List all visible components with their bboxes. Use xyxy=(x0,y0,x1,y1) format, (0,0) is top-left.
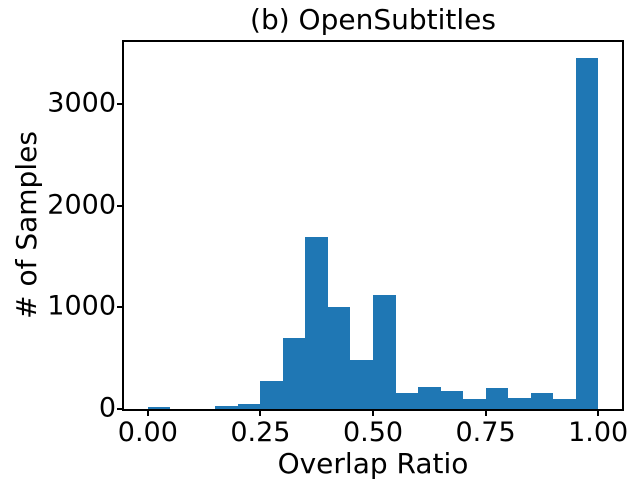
histogram-bar xyxy=(237,404,261,409)
histogram-bar xyxy=(260,380,283,409)
histogram-bar xyxy=(395,393,418,409)
histogram-bar xyxy=(530,392,554,409)
y-tick-label: 2000 xyxy=(47,189,116,221)
y-tick-label: 1000 xyxy=(47,290,116,322)
y-tick-mark xyxy=(117,306,122,309)
histogram-bar xyxy=(327,307,351,409)
histogram-bar xyxy=(147,407,171,409)
y-tick-mark xyxy=(117,408,122,410)
histogram-bar xyxy=(215,406,238,409)
histogram-bar xyxy=(440,391,464,409)
histogram-bar xyxy=(282,337,306,409)
x-tick-label: 0.50 xyxy=(342,417,404,448)
plot-area xyxy=(122,40,624,411)
y-tick-label: 0 xyxy=(98,392,116,424)
histogram-bar xyxy=(350,360,373,409)
y-tick-mark xyxy=(117,204,122,207)
y-tick-label: 3000 xyxy=(47,87,116,119)
histogram-bar xyxy=(553,398,576,409)
x-axis-label: Overlap Ratio xyxy=(277,447,469,480)
x-tick-mark xyxy=(146,411,149,416)
x-tick-mark xyxy=(259,411,262,416)
y-axis-label: # of Samples xyxy=(10,131,43,319)
x-tick-label: 0.25 xyxy=(230,417,291,448)
histogram-bar xyxy=(418,387,441,409)
histogram-bar xyxy=(485,388,509,409)
x-tick-label: 0.00 xyxy=(117,417,178,448)
histogram-bar xyxy=(373,295,396,409)
histogram-bar xyxy=(575,57,599,409)
x-tick-label: 0.75 xyxy=(455,417,516,448)
y-tick-mark xyxy=(117,103,122,105)
histogram-bar xyxy=(508,397,531,409)
histogram-bar xyxy=(305,237,328,409)
x-tick-label: 1.00 xyxy=(568,417,629,448)
histogram-bar xyxy=(463,398,486,409)
chart-title: (b) OpenSubtitles xyxy=(250,3,496,36)
x-tick-mark xyxy=(484,411,487,416)
x-tick-mark xyxy=(597,411,600,416)
x-tick-mark xyxy=(372,411,374,416)
